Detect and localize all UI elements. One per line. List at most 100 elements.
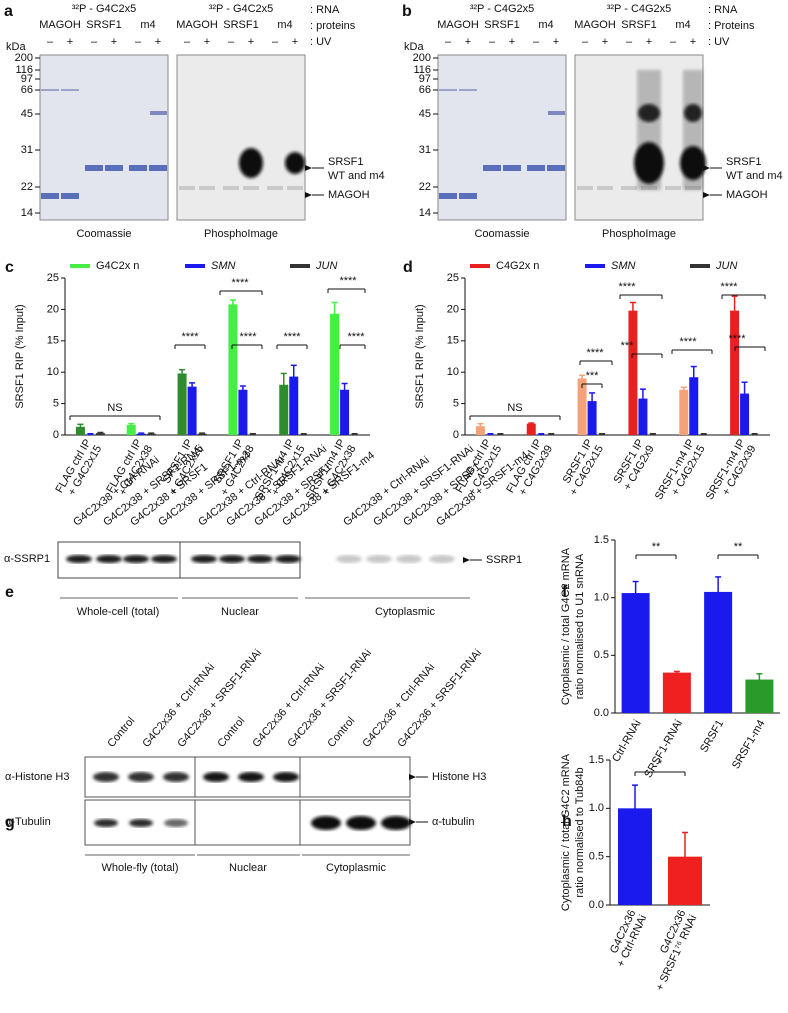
gel-title: ³²P - G4C2x5 [72, 3, 137, 15]
y-tick-label: 1.0 [594, 592, 609, 604]
y-axis-label: ratio normalised to U1 snRNA [574, 553, 586, 699]
gel-caption: Coomassie [76, 228, 131, 240]
uv-sign: – [582, 36, 589, 48]
legend-label: SMN [211, 260, 236, 272]
blot-band [396, 555, 422, 563]
gel-band [61, 89, 79, 91]
uv-sign: – [272, 36, 279, 48]
x-tick-label: SRSF1 IP+ C4G2x15 [557, 437, 606, 498]
error-bar [290, 364, 297, 388]
error-bar [649, 432, 656, 435]
bar [238, 389, 248, 435]
panel-label: h [562, 813, 572, 830]
y-tick-label: 25 [447, 272, 459, 284]
ladder-label: 45 [21, 108, 33, 120]
lane-label: Control [105, 715, 137, 750]
arrow-label: MAGOH [328, 189, 370, 201]
bar [662, 672, 691, 713]
legend-swatch [70, 264, 90, 268]
gel-band [105, 165, 123, 171]
y-tick-label: 20 [47, 303, 59, 315]
gel-band [199, 186, 215, 190]
error-bar [199, 432, 206, 435]
error-bar [682, 831, 688, 881]
ladder-label: 66 [21, 84, 33, 96]
band-label: Histone H3 [432, 771, 486, 783]
error-bar [632, 580, 639, 605]
ladder-label: 14 [419, 207, 431, 219]
blot-band [123, 555, 149, 563]
ladder-label: 116 [413, 64, 431, 76]
gel-signal [239, 148, 263, 178]
uv-sign: + [155, 36, 161, 48]
gel-band [149, 165, 167, 171]
significance-label: **** [586, 347, 604, 359]
protein-label: SRSF1 [86, 19, 121, 31]
panel-label: d [403, 259, 413, 276]
uv-sign: – [47, 36, 54, 48]
bar [730, 310, 740, 435]
ladder-label: 200 [413, 52, 431, 64]
gel-band [150, 111, 167, 115]
blot-band [151, 555, 177, 563]
gel-band [483, 165, 501, 171]
error-bar [77, 423, 84, 430]
coomassie-gel [437, 54, 567, 221]
ladder-label: 31 [419, 144, 431, 156]
legend-label: JUN [715, 260, 737, 272]
group-label: Cytoplasmic [326, 862, 386, 874]
gel-band [41, 193, 59, 199]
protein-label: m4 [140, 19, 155, 31]
protein-label: m4 [675, 19, 690, 31]
uv-sign: – [184, 36, 191, 48]
bar [187, 386, 197, 435]
blot-band [129, 819, 153, 827]
uv-sign: – [445, 36, 452, 48]
bar [75, 426, 85, 435]
protein-label: MAGOH [176, 19, 218, 31]
gel-caption: Coomassie [474, 228, 529, 240]
row-label: : UV [310, 36, 332, 48]
panel-label: a [4, 3, 13, 20]
protein-label: MAGOH [437, 19, 479, 31]
arrow-label: SRSF1 [328, 156, 363, 168]
blot-band [366, 555, 392, 563]
blot-band [203, 772, 229, 782]
gel-band [243, 186, 259, 190]
lane-label: Control [325, 715, 357, 750]
ladder-label: 31 [21, 144, 33, 156]
gel-band [527, 165, 545, 171]
legend-swatch [690, 264, 710, 268]
significance-label: **** [720, 281, 738, 293]
uv-sign: – [489, 36, 496, 48]
gel-band [459, 193, 477, 199]
bar [638, 398, 648, 435]
error-bar [751, 432, 758, 435]
error-bar [715, 576, 722, 607]
legend-swatch [470, 264, 490, 268]
error-bar [351, 432, 358, 435]
error-bar [599, 432, 606, 435]
protein-label: MAGOH [574, 19, 616, 31]
error-bar [629, 301, 636, 319]
bar [628, 310, 638, 435]
y-axis-label: SRSF1 RIP (% Input) [414, 304, 426, 408]
significance-label: ** [652, 541, 661, 553]
ladder-label: 45 [419, 108, 431, 120]
blot-frame [299, 756, 411, 798]
uv-sign: + [292, 36, 298, 48]
row-label: : Proteins [708, 20, 755, 32]
gel-band [597, 186, 613, 190]
panel-label: b [402, 3, 412, 20]
uv-sign: – [670, 36, 677, 48]
uv-sign: – [626, 36, 633, 48]
gel-band [223, 186, 239, 190]
legend-label: G4C2x n [96, 260, 139, 272]
blot-band [191, 555, 217, 563]
blot-band [93, 772, 119, 782]
significance-label: **** [231, 277, 249, 289]
gel-band [548, 111, 565, 115]
gel-band [41, 89, 59, 91]
blot-band [94, 819, 118, 827]
arrow-label: MAGOH [726, 189, 768, 201]
